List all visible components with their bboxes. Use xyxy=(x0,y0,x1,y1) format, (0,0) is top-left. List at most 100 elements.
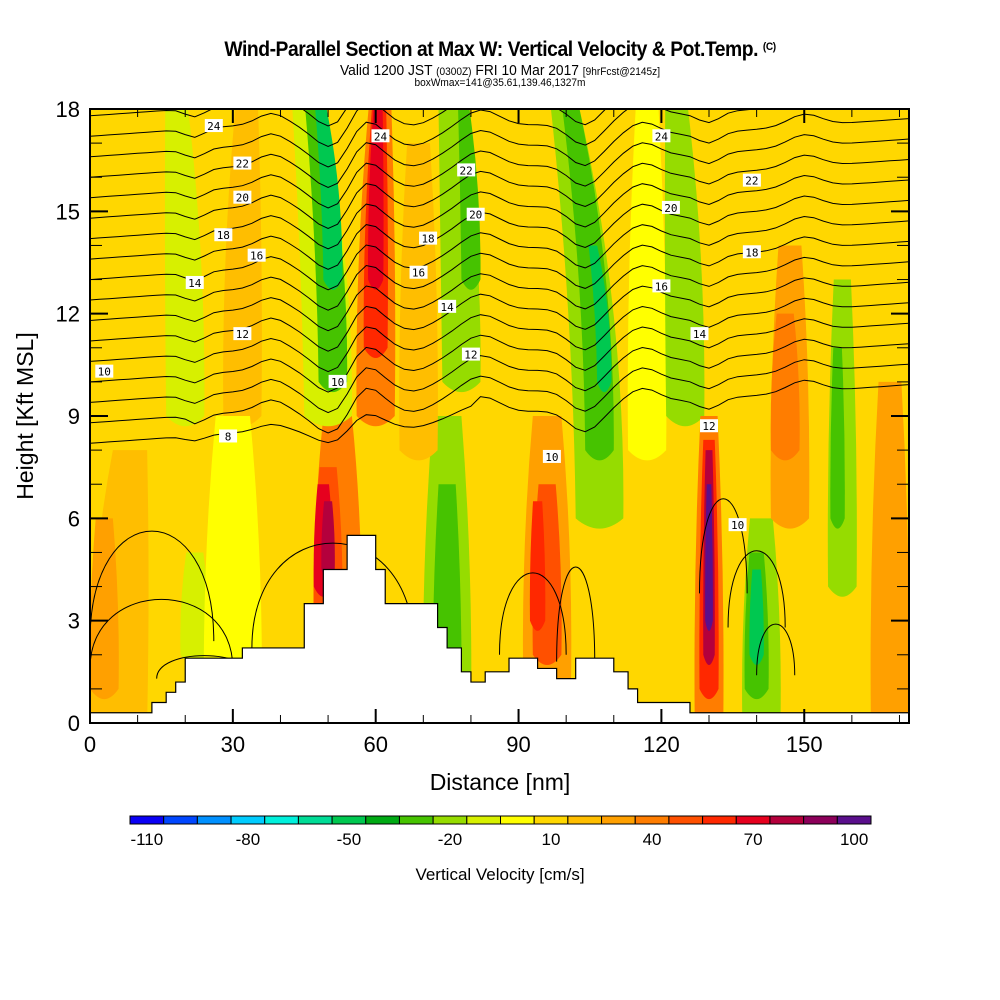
colorbar-segment xyxy=(432,815,468,825)
colorbar-tick-label: 40 xyxy=(643,830,662,849)
colorbar-segment xyxy=(398,815,434,825)
theta-contour xyxy=(90,113,909,188)
colorbar-segment xyxy=(331,815,367,825)
contour-label: 24 xyxy=(371,129,390,143)
copyright-mark: (C) xyxy=(762,41,776,53)
chart-subtitle: Valid 1200 JST (0300Z) FRI 10 Mar 2017 [… xyxy=(339,62,661,79)
x-tick-label: 90 xyxy=(506,732,530,757)
theta-contour xyxy=(90,134,909,209)
contour-label-text: 18 xyxy=(421,233,434,246)
contour-label-text: 22 xyxy=(460,164,473,177)
y-tick-label: 15 xyxy=(56,199,80,224)
contour-label-text: 16 xyxy=(412,267,425,280)
contour-label: 16 xyxy=(652,279,671,293)
contour-label-box xyxy=(247,248,266,262)
contour-label-text: 14 xyxy=(693,328,707,341)
contour-labels: 24 22 20 18 16 14 12 10 8 24 10 22 20 18 16 14 12 10 24 22 2… xyxy=(95,119,761,532)
contour-label: 12 xyxy=(461,347,480,362)
contour-label-text: 14 xyxy=(440,301,454,314)
contour-label: 10 xyxy=(95,364,114,379)
colorbar-segment xyxy=(803,815,838,825)
x-axis: 0 30 60 90 120 150 xyxy=(84,732,823,757)
contour-label-box xyxy=(185,275,204,289)
contour-label: 16 xyxy=(247,248,266,263)
contour-label-text: 22 xyxy=(745,175,758,188)
contour-label-text: 24 xyxy=(374,130,388,143)
colorbar-segment xyxy=(264,815,299,825)
velocity-cell xyxy=(180,552,210,666)
contour-label: 10 xyxy=(728,518,747,532)
contour-label: 18 xyxy=(419,231,438,246)
contour-label-box xyxy=(652,129,671,143)
contour-label: 24 xyxy=(652,129,671,143)
theta-contour xyxy=(90,109,607,148)
colorbar-tick-label: 70 xyxy=(744,830,763,849)
contour-label: 14 xyxy=(690,327,709,341)
y-tick-label: 12 xyxy=(56,302,80,327)
contour-label-text: 10 xyxy=(98,366,111,379)
x-axis-label: Distance [nm] xyxy=(430,769,571,795)
colorbar-segment xyxy=(230,815,266,825)
y-tick-label: 0 xyxy=(68,711,80,736)
contour-label-box xyxy=(219,429,238,443)
contour-label-text: 10 xyxy=(731,519,744,532)
contour-label-text: 24 xyxy=(207,120,221,133)
velocity-cell xyxy=(321,501,335,580)
x-tick-label: 30 xyxy=(221,732,245,757)
velocity-cell xyxy=(830,347,845,529)
contour-label: 14 xyxy=(185,275,204,290)
contour-label-box xyxy=(457,163,476,177)
colorbar-segment xyxy=(500,815,535,825)
contour-label: 18 xyxy=(214,228,233,242)
colorbar-tick-label: -80 xyxy=(236,830,261,849)
colorbar-segment xyxy=(466,815,501,825)
contour-label-text: 12 xyxy=(702,420,715,433)
velocity-cell xyxy=(315,109,343,290)
y-tick-label: 3 xyxy=(68,609,80,634)
colorbar-segment xyxy=(634,815,670,825)
theta-contour xyxy=(251,542,415,648)
contour-label-box xyxy=(661,200,680,214)
theta-contour xyxy=(90,256,909,332)
x-tick-label: 120 xyxy=(643,732,680,757)
contour-label: 22 xyxy=(742,173,761,188)
x-tick-label: 150 xyxy=(786,732,823,757)
contour-label-box xyxy=(742,245,761,259)
velocity-cell xyxy=(90,518,119,700)
velocity-cell xyxy=(399,143,438,461)
velocity-cell xyxy=(367,109,384,290)
colorbar-segment xyxy=(129,815,165,825)
colorbar-segment xyxy=(163,815,198,825)
colorbar-segment xyxy=(601,815,636,825)
contour-label: 20 xyxy=(661,200,680,215)
contour-label: 10 xyxy=(542,449,561,464)
contour-label-text: 12 xyxy=(236,328,249,341)
contour-label: 24 xyxy=(204,119,223,133)
velocity-cell xyxy=(529,501,546,631)
contour-label: 16 xyxy=(409,265,428,280)
contour-label-box xyxy=(652,279,671,293)
colorbar-tick-label: 10 xyxy=(542,830,561,849)
theta-contour xyxy=(90,297,909,373)
chart-title: Wind-Parallel Section at Max W: Vertical… xyxy=(224,38,776,61)
contour-label-text: 8 xyxy=(225,430,232,443)
contour-label-box xyxy=(438,299,457,313)
theta-contour xyxy=(698,498,748,594)
theta-contour xyxy=(90,277,909,352)
contour-label-text: 12 xyxy=(464,349,477,362)
colorbar-segment xyxy=(836,815,872,825)
colorbar-segment xyxy=(297,815,333,825)
contour-label-box xyxy=(419,231,438,245)
contour-label: 18 xyxy=(742,245,761,259)
contour-label-box xyxy=(542,449,561,463)
theta-contour xyxy=(90,109,760,168)
contour-label: 20 xyxy=(233,190,252,205)
contour-label-box xyxy=(204,119,223,133)
velocity-cell xyxy=(870,381,909,723)
colorbar-segment xyxy=(567,815,603,825)
contour-label-text: 14 xyxy=(188,277,202,290)
contour-label-text: 20 xyxy=(664,202,677,215)
contour-label-box xyxy=(728,518,747,532)
contour-label-text: 18 xyxy=(217,229,230,242)
